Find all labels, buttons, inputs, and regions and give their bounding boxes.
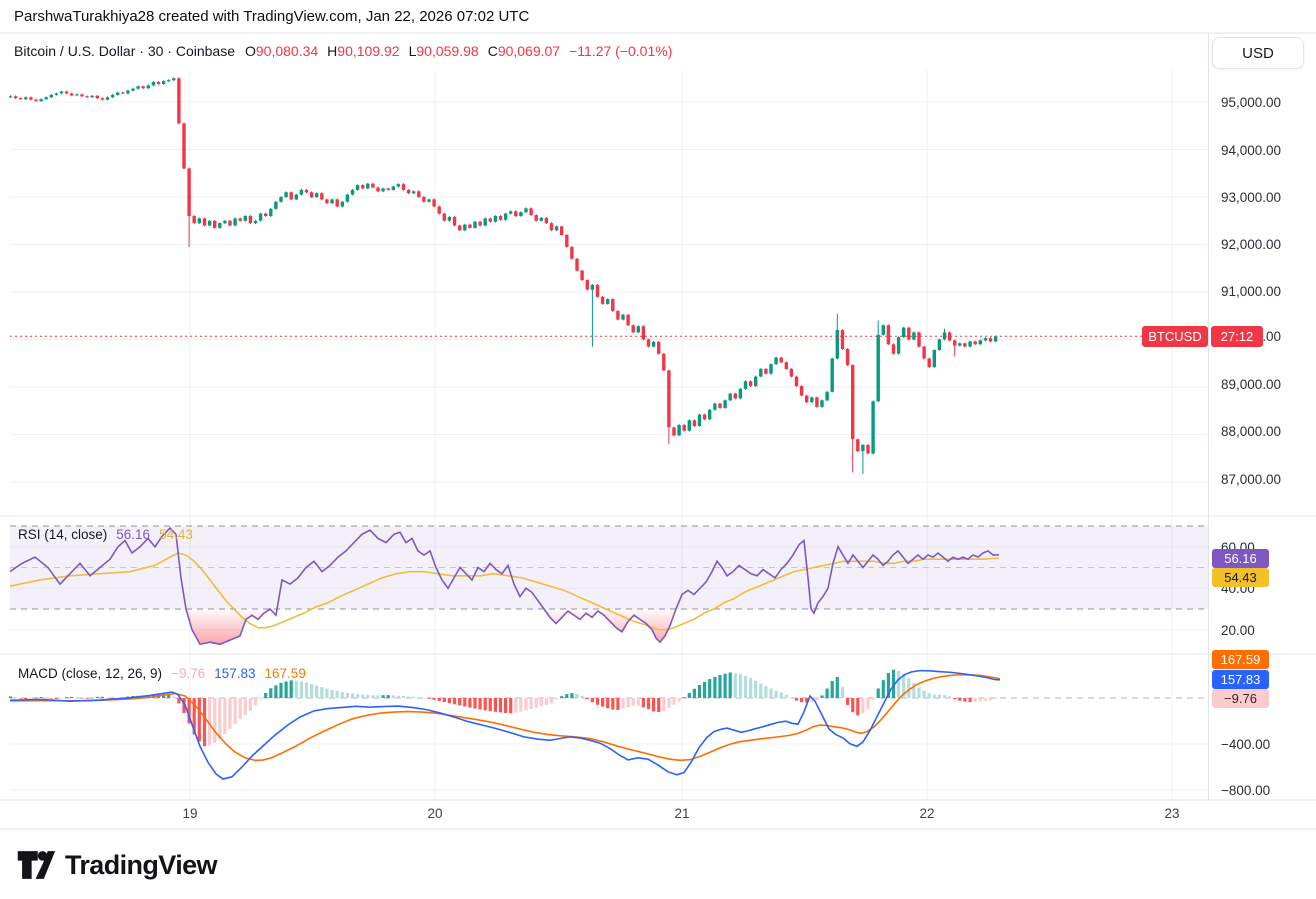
macd-legend[interactable]: MACD (close, 12, 26, 9) −9.76 157.83 167… [18, 666, 306, 681]
time-tick-19: 19 [182, 806, 198, 821]
ohlc-open: O90,080.34 [244, 43, 319, 59]
time-tick-20: 20 [427, 806, 443, 821]
price-tick-91000: 91,000.00 [1221, 284, 1282, 299]
price-tick-89000: 89,000.00 [1221, 377, 1282, 392]
rsi-legend-value: 56.16 [116, 527, 151, 542]
time-tick-22: 22 [919, 806, 935, 821]
currency-button[interactable]: USD [1212, 37, 1304, 69]
tradingview-logo-text: TradingView [65, 849, 218, 880]
rsi-ma-value-badge: 54.43 [1212, 568, 1269, 587]
rsi-tick-20: 20.00 [1221, 623, 1255, 638]
macd-tick-neg800: −800.00 [1221, 783, 1271, 798]
price-tick-92000: 92,000.00 [1221, 237, 1282, 252]
change-value: −11.27 (−0.01%) [569, 43, 673, 59]
rsi-value-badge: 56.16 [1212, 549, 1269, 568]
symbol-description[interactable]: Bitcoin / U.S. Dollar · 30 · Coinbase [14, 43, 235, 59]
macd-signal-legend-value: 167.59 [264, 666, 306, 681]
price-tick-93000: 93,000.00 [1221, 190, 1282, 205]
price-line-countdown: 27:12 [1211, 326, 1263, 347]
ohlc-high: H90,109.92 [327, 43, 400, 59]
rsi-legend[interactable]: RSI (14, close) 56.16 54.43 [18, 527, 193, 542]
price-tick-87000: 87,000.00 [1221, 472, 1282, 487]
macd-value-badge: 157.83 [1212, 670, 1269, 689]
tradingview-logo-icon [17, 851, 56, 879]
rsi-ma-legend-value: 54.43 [159, 527, 193, 542]
macd-hist-legend-value: −9.76 [171, 666, 206, 681]
price-line-symbol-label: BTCUSD [1142, 326, 1208, 347]
ohlc-low: L90,059.98 [408, 43, 479, 59]
macd-signal-badge: 167.59 [1212, 650, 1269, 669]
macd-hist-badge: −9.76 [1212, 689, 1269, 708]
price-tick-94000: 94,000.00 [1221, 143, 1282, 158]
symbol-info-row[interactable]: Bitcoin / U.S. Dollar · 30 · Coinbase O9… [14, 43, 672, 59]
price-tick-88000: 88,000.00 [1221, 424, 1282, 439]
time-tick-23: 23 [1164, 806, 1180, 821]
rsi-legend-title: RSI (14, close) [18, 527, 108, 542]
ohlc-close: C90,069.07 [487, 43, 561, 59]
macd-tick-neg400: −400.00 [1221, 737, 1271, 752]
tradingview-logo[interactable]: TradingView [16, 847, 218, 883]
macd-line-legend-value: 157.83 [214, 666, 256, 681]
time-tick-21: 21 [674, 806, 690, 821]
attribution-title: ParshwaTurakhiya28 created with TradingV… [14, 8, 530, 25]
macd-legend-title: MACD (close, 12, 26, 9) [18, 666, 163, 681]
price-tick-95000: 95,000.00 [1221, 95, 1282, 110]
